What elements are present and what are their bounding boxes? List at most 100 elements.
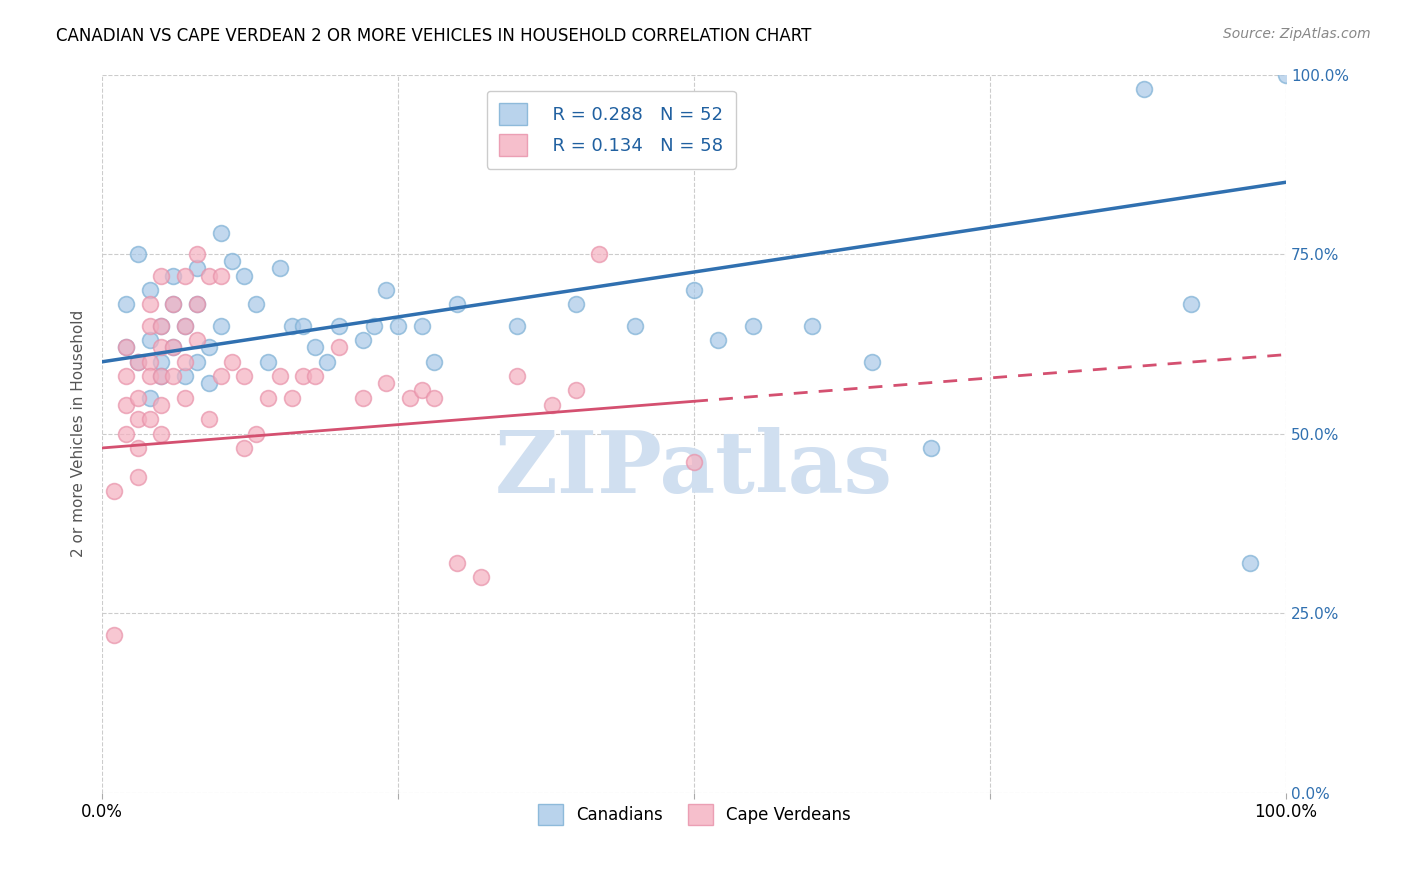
Point bbox=[1133, 82, 1156, 96]
Point bbox=[399, 391, 422, 405]
Text: ZIPatlas: ZIPatlas bbox=[495, 427, 893, 511]
Point bbox=[375, 283, 398, 297]
Point bbox=[257, 355, 280, 369]
Point bbox=[115, 297, 138, 311]
Point bbox=[174, 318, 197, 333]
Point bbox=[138, 355, 160, 369]
Point bbox=[801, 318, 824, 333]
Point bbox=[280, 318, 302, 333]
Point bbox=[1239, 556, 1261, 570]
Point bbox=[304, 369, 326, 384]
Point bbox=[352, 391, 374, 405]
Point bbox=[174, 369, 197, 384]
Point bbox=[280, 391, 302, 405]
Point bbox=[624, 318, 647, 333]
Point bbox=[564, 297, 586, 311]
Point bbox=[150, 318, 173, 333]
Point bbox=[304, 340, 326, 354]
Point bbox=[150, 398, 173, 412]
Point bbox=[103, 628, 125, 642]
Point bbox=[742, 318, 765, 333]
Point bbox=[174, 391, 197, 405]
Point bbox=[127, 247, 149, 261]
Point bbox=[209, 226, 232, 240]
Point bbox=[209, 268, 232, 283]
Point bbox=[446, 297, 468, 311]
Point bbox=[150, 340, 173, 354]
Point bbox=[138, 391, 160, 405]
Point bbox=[138, 318, 160, 333]
Point bbox=[221, 355, 243, 369]
Point bbox=[115, 340, 138, 354]
Point bbox=[186, 297, 208, 311]
Point bbox=[150, 268, 173, 283]
Point bbox=[150, 369, 173, 384]
Point bbox=[162, 340, 184, 354]
Point bbox=[588, 247, 610, 261]
Point bbox=[269, 369, 291, 384]
Point bbox=[174, 318, 197, 333]
Point bbox=[920, 441, 942, 455]
Point bbox=[127, 355, 149, 369]
Point bbox=[245, 297, 267, 311]
Point bbox=[505, 369, 527, 384]
Point bbox=[209, 318, 232, 333]
Point bbox=[683, 455, 706, 469]
Point bbox=[150, 355, 173, 369]
Point bbox=[150, 318, 173, 333]
Point bbox=[363, 318, 385, 333]
Point bbox=[115, 340, 138, 354]
Point bbox=[375, 376, 398, 391]
Point bbox=[150, 369, 173, 384]
Point bbox=[127, 441, 149, 455]
Point bbox=[115, 398, 138, 412]
Point bbox=[316, 355, 339, 369]
Legend: Canadians, Cape Verdeans: Canadians, Cape Verdeans bbox=[527, 794, 860, 835]
Point bbox=[197, 268, 219, 283]
Text: CANADIAN VS CAPE VERDEAN 2 OR MORE VEHICLES IN HOUSEHOLD CORRELATION CHART: CANADIAN VS CAPE VERDEAN 2 OR MORE VEHIC… bbox=[56, 27, 811, 45]
Point bbox=[174, 355, 197, 369]
Point bbox=[127, 355, 149, 369]
Point bbox=[233, 268, 256, 283]
Point bbox=[174, 268, 197, 283]
Point bbox=[683, 283, 706, 297]
Point bbox=[221, 254, 243, 268]
Point bbox=[138, 297, 160, 311]
Point bbox=[411, 384, 433, 398]
Point bbox=[446, 556, 468, 570]
Point bbox=[150, 426, 173, 441]
Point bbox=[387, 318, 409, 333]
Point bbox=[115, 369, 138, 384]
Point bbox=[103, 483, 125, 498]
Point bbox=[422, 355, 444, 369]
Point bbox=[186, 297, 208, 311]
Point bbox=[269, 261, 291, 276]
Y-axis label: 2 or more Vehicles in Household: 2 or more Vehicles in Household bbox=[72, 310, 86, 558]
Point bbox=[162, 297, 184, 311]
Point bbox=[706, 333, 728, 347]
Point bbox=[422, 391, 444, 405]
Point bbox=[186, 247, 208, 261]
Point bbox=[233, 441, 256, 455]
Point bbox=[115, 426, 138, 441]
Text: Source: ZipAtlas.com: Source: ZipAtlas.com bbox=[1223, 27, 1371, 41]
Point bbox=[138, 369, 160, 384]
Point bbox=[245, 426, 267, 441]
Point bbox=[541, 398, 564, 412]
Point bbox=[411, 318, 433, 333]
Point bbox=[127, 469, 149, 483]
Point bbox=[186, 261, 208, 276]
Point bbox=[138, 412, 160, 426]
Point bbox=[1275, 68, 1298, 82]
Point bbox=[138, 283, 160, 297]
Point bbox=[162, 268, 184, 283]
Point bbox=[1180, 297, 1202, 311]
Point bbox=[257, 391, 280, 405]
Point bbox=[505, 318, 527, 333]
Point bbox=[186, 355, 208, 369]
Point bbox=[860, 355, 883, 369]
Point bbox=[197, 412, 219, 426]
Point bbox=[352, 333, 374, 347]
Point bbox=[127, 412, 149, 426]
Point bbox=[127, 391, 149, 405]
